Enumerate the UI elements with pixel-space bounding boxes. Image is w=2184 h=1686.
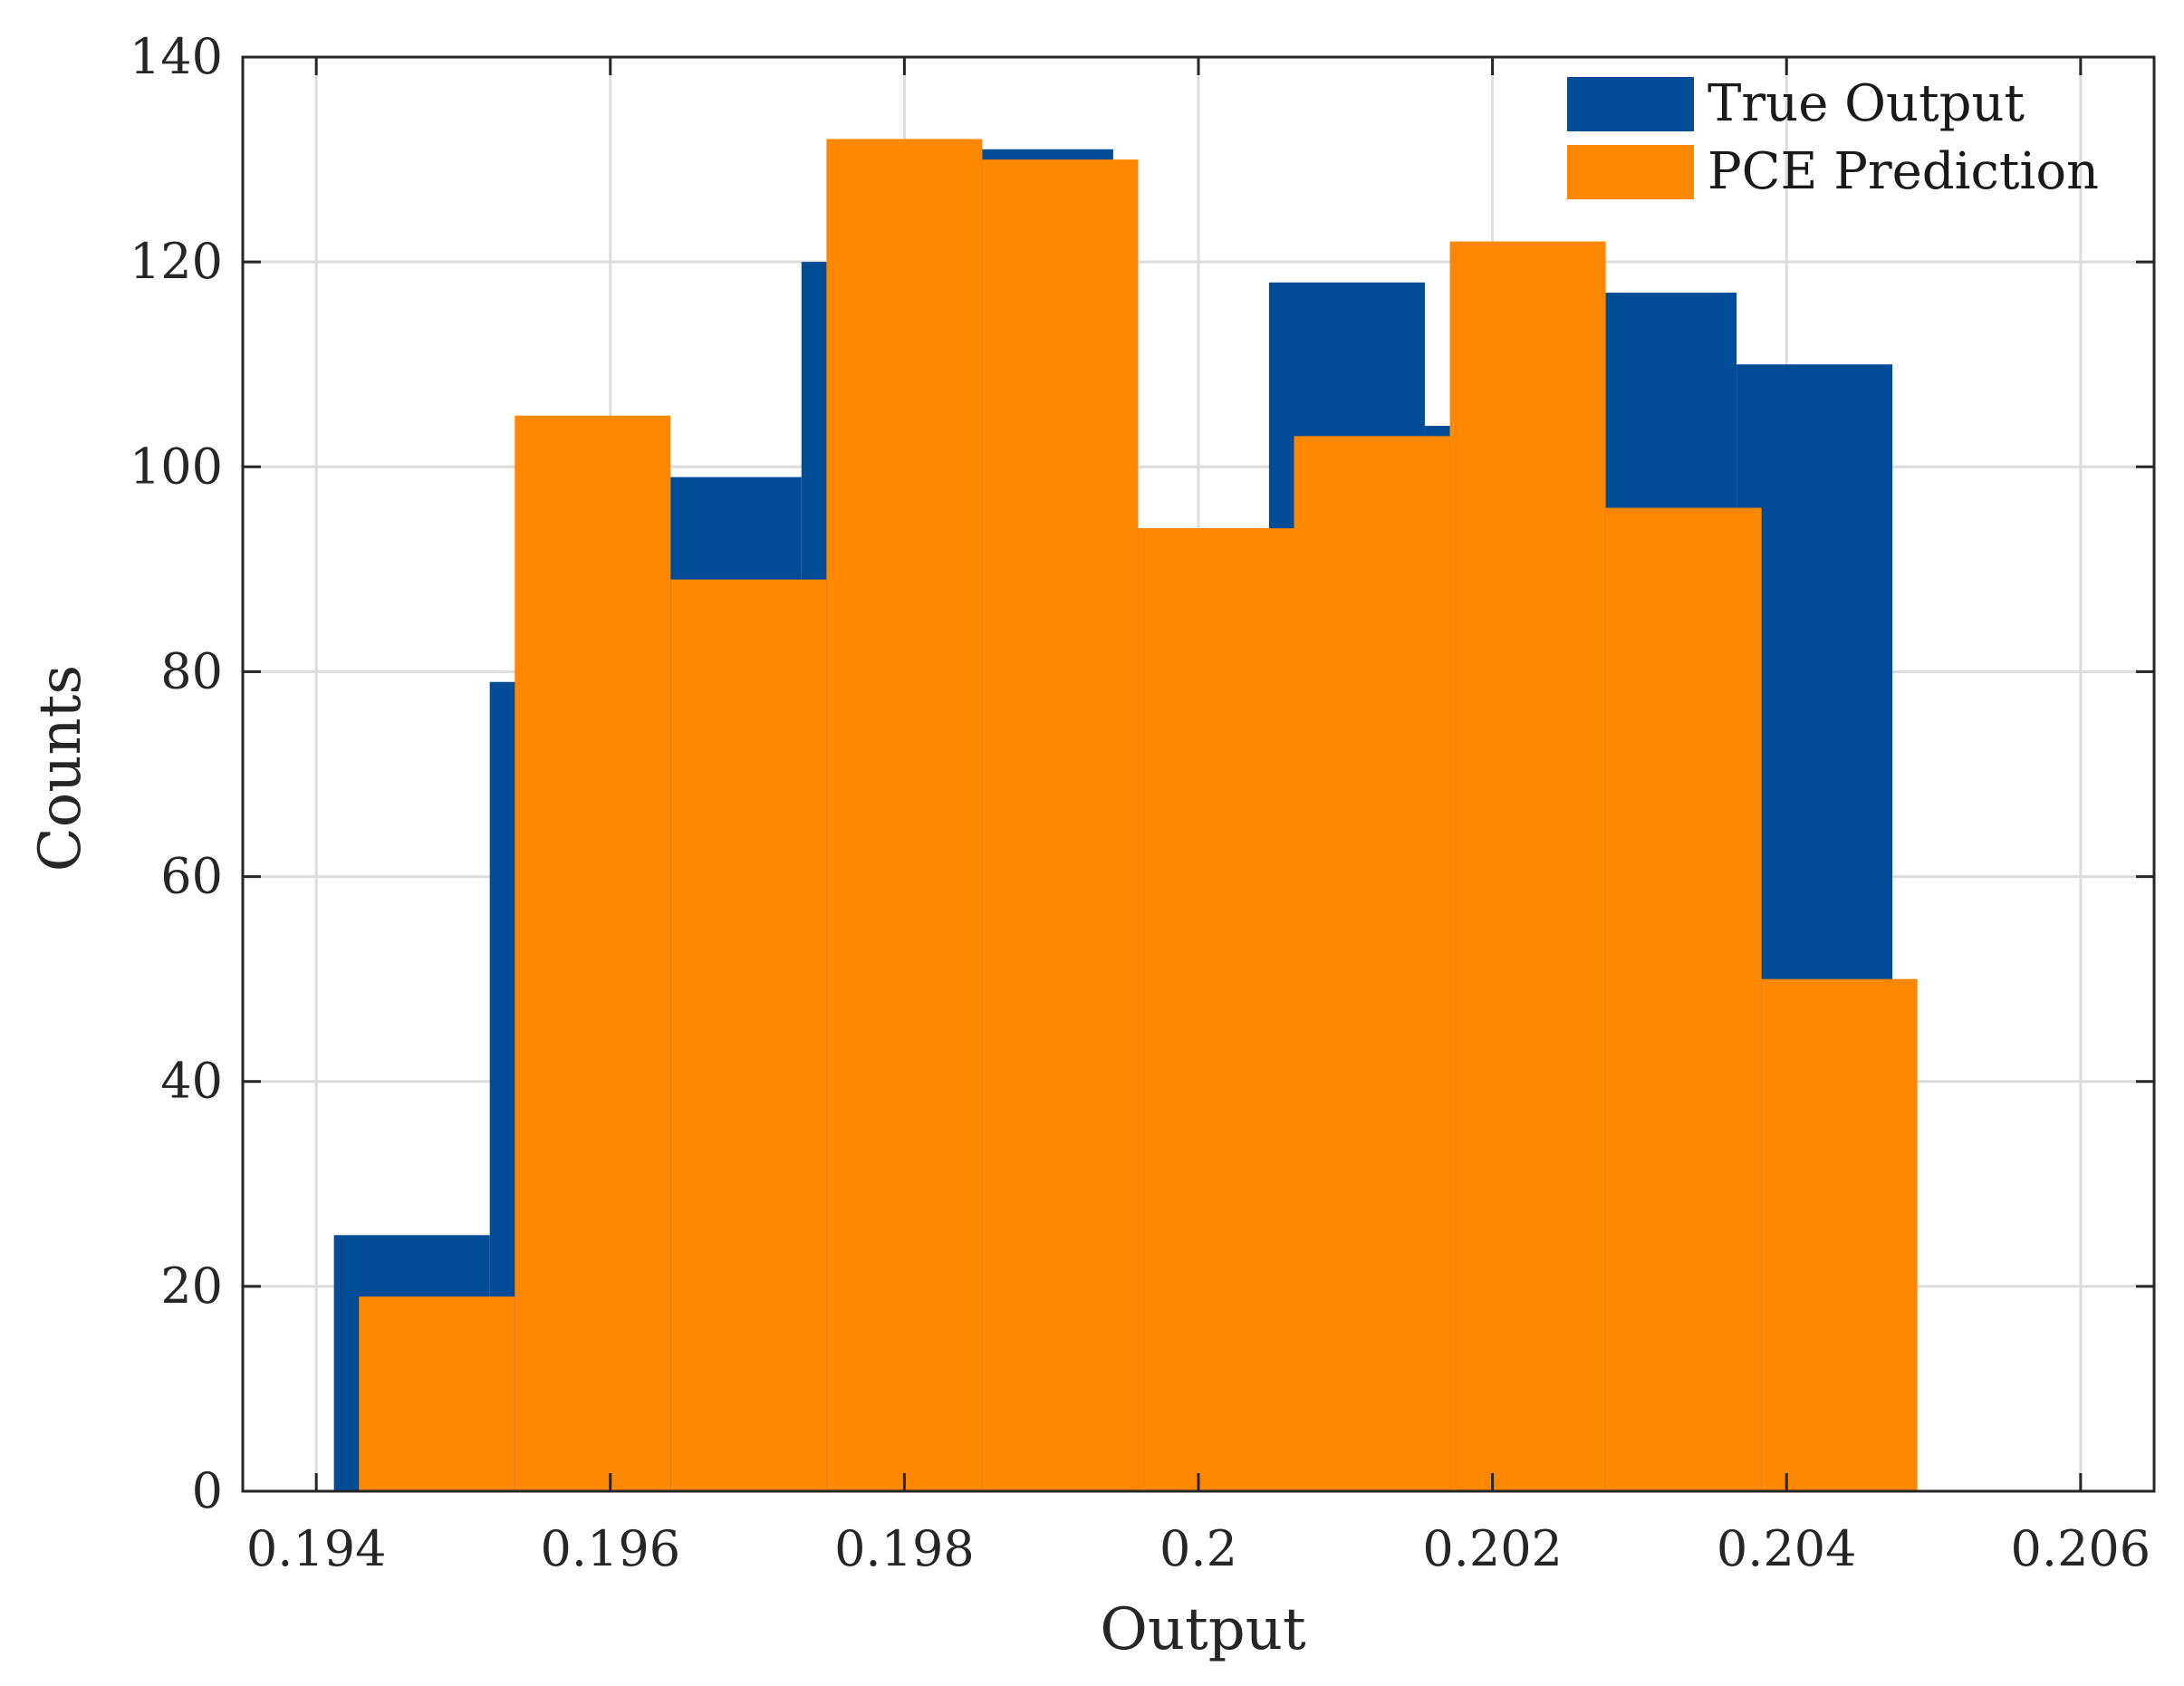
pce-prediction-bar — [515, 415, 671, 1491]
y-tick-label: 120 — [130, 233, 223, 290]
x-tick-label: 0.204 — [1717, 1520, 1857, 1577]
y-tick-label: 60 — [160, 848, 223, 905]
x-tick-label: 0.196 — [540, 1520, 680, 1577]
x-tick-label: 0.206 — [2011, 1520, 2151, 1577]
legend-swatch-true-output — [1567, 77, 1694, 131]
pce-prediction-bar — [826, 139, 983, 1491]
y-tick-label: 40 — [160, 1053, 223, 1110]
axis-ticks — [243, 55, 2154, 1493]
legend-label-pce-prediction: PCE Prediction — [1708, 142, 2099, 201]
legend: True Output PCE Prediction — [1567, 74, 2099, 201]
y-tick-labels: 0 20 40 60 80 100 120 140 — [130, 28, 223, 1519]
pce-prediction-bar — [670, 579, 827, 1491]
y-tick-label: 20 — [160, 1257, 223, 1315]
x-tick-label: 0.202 — [1422, 1520, 1563, 1577]
x-tick-label: 0.198 — [834, 1520, 975, 1577]
y-tick-label: 0 — [192, 1462, 223, 1519]
pce-prediction-bar — [1449, 241, 1606, 1491]
legend-swatch-pce-prediction — [1567, 145, 1694, 199]
pce-prediction-bar — [1138, 528, 1294, 1491]
pce-prediction-bar — [982, 159, 1139, 1492]
x-tick-label: 0.2 — [1159, 1520, 1237, 1577]
x-axis-label: Output — [1100, 1596, 1306, 1663]
pce-prediction-bar — [1761, 978, 1918, 1491]
pce-prediction-bar — [1294, 436, 1450, 1492]
series-pce-prediction — [359, 139, 1918, 1492]
y-tick-label: 80 — [160, 642, 223, 699]
x-tick-labels: 0.194 0.196 0.198 0.2 0.202 0.204 0.206 — [246, 1520, 2150, 1577]
legend-label-true-output: True Output — [1708, 74, 2025, 133]
pce-prediction-bar — [1605, 507, 1762, 1491]
y-tick-label: 140 — [130, 28, 223, 85]
y-tick-label: 100 — [130, 438, 223, 495]
pce-prediction-bar — [359, 1296, 515, 1491]
y-axis-label: Counts — [27, 665, 94, 872]
x-tick-label: 0.194 — [246, 1520, 387, 1577]
